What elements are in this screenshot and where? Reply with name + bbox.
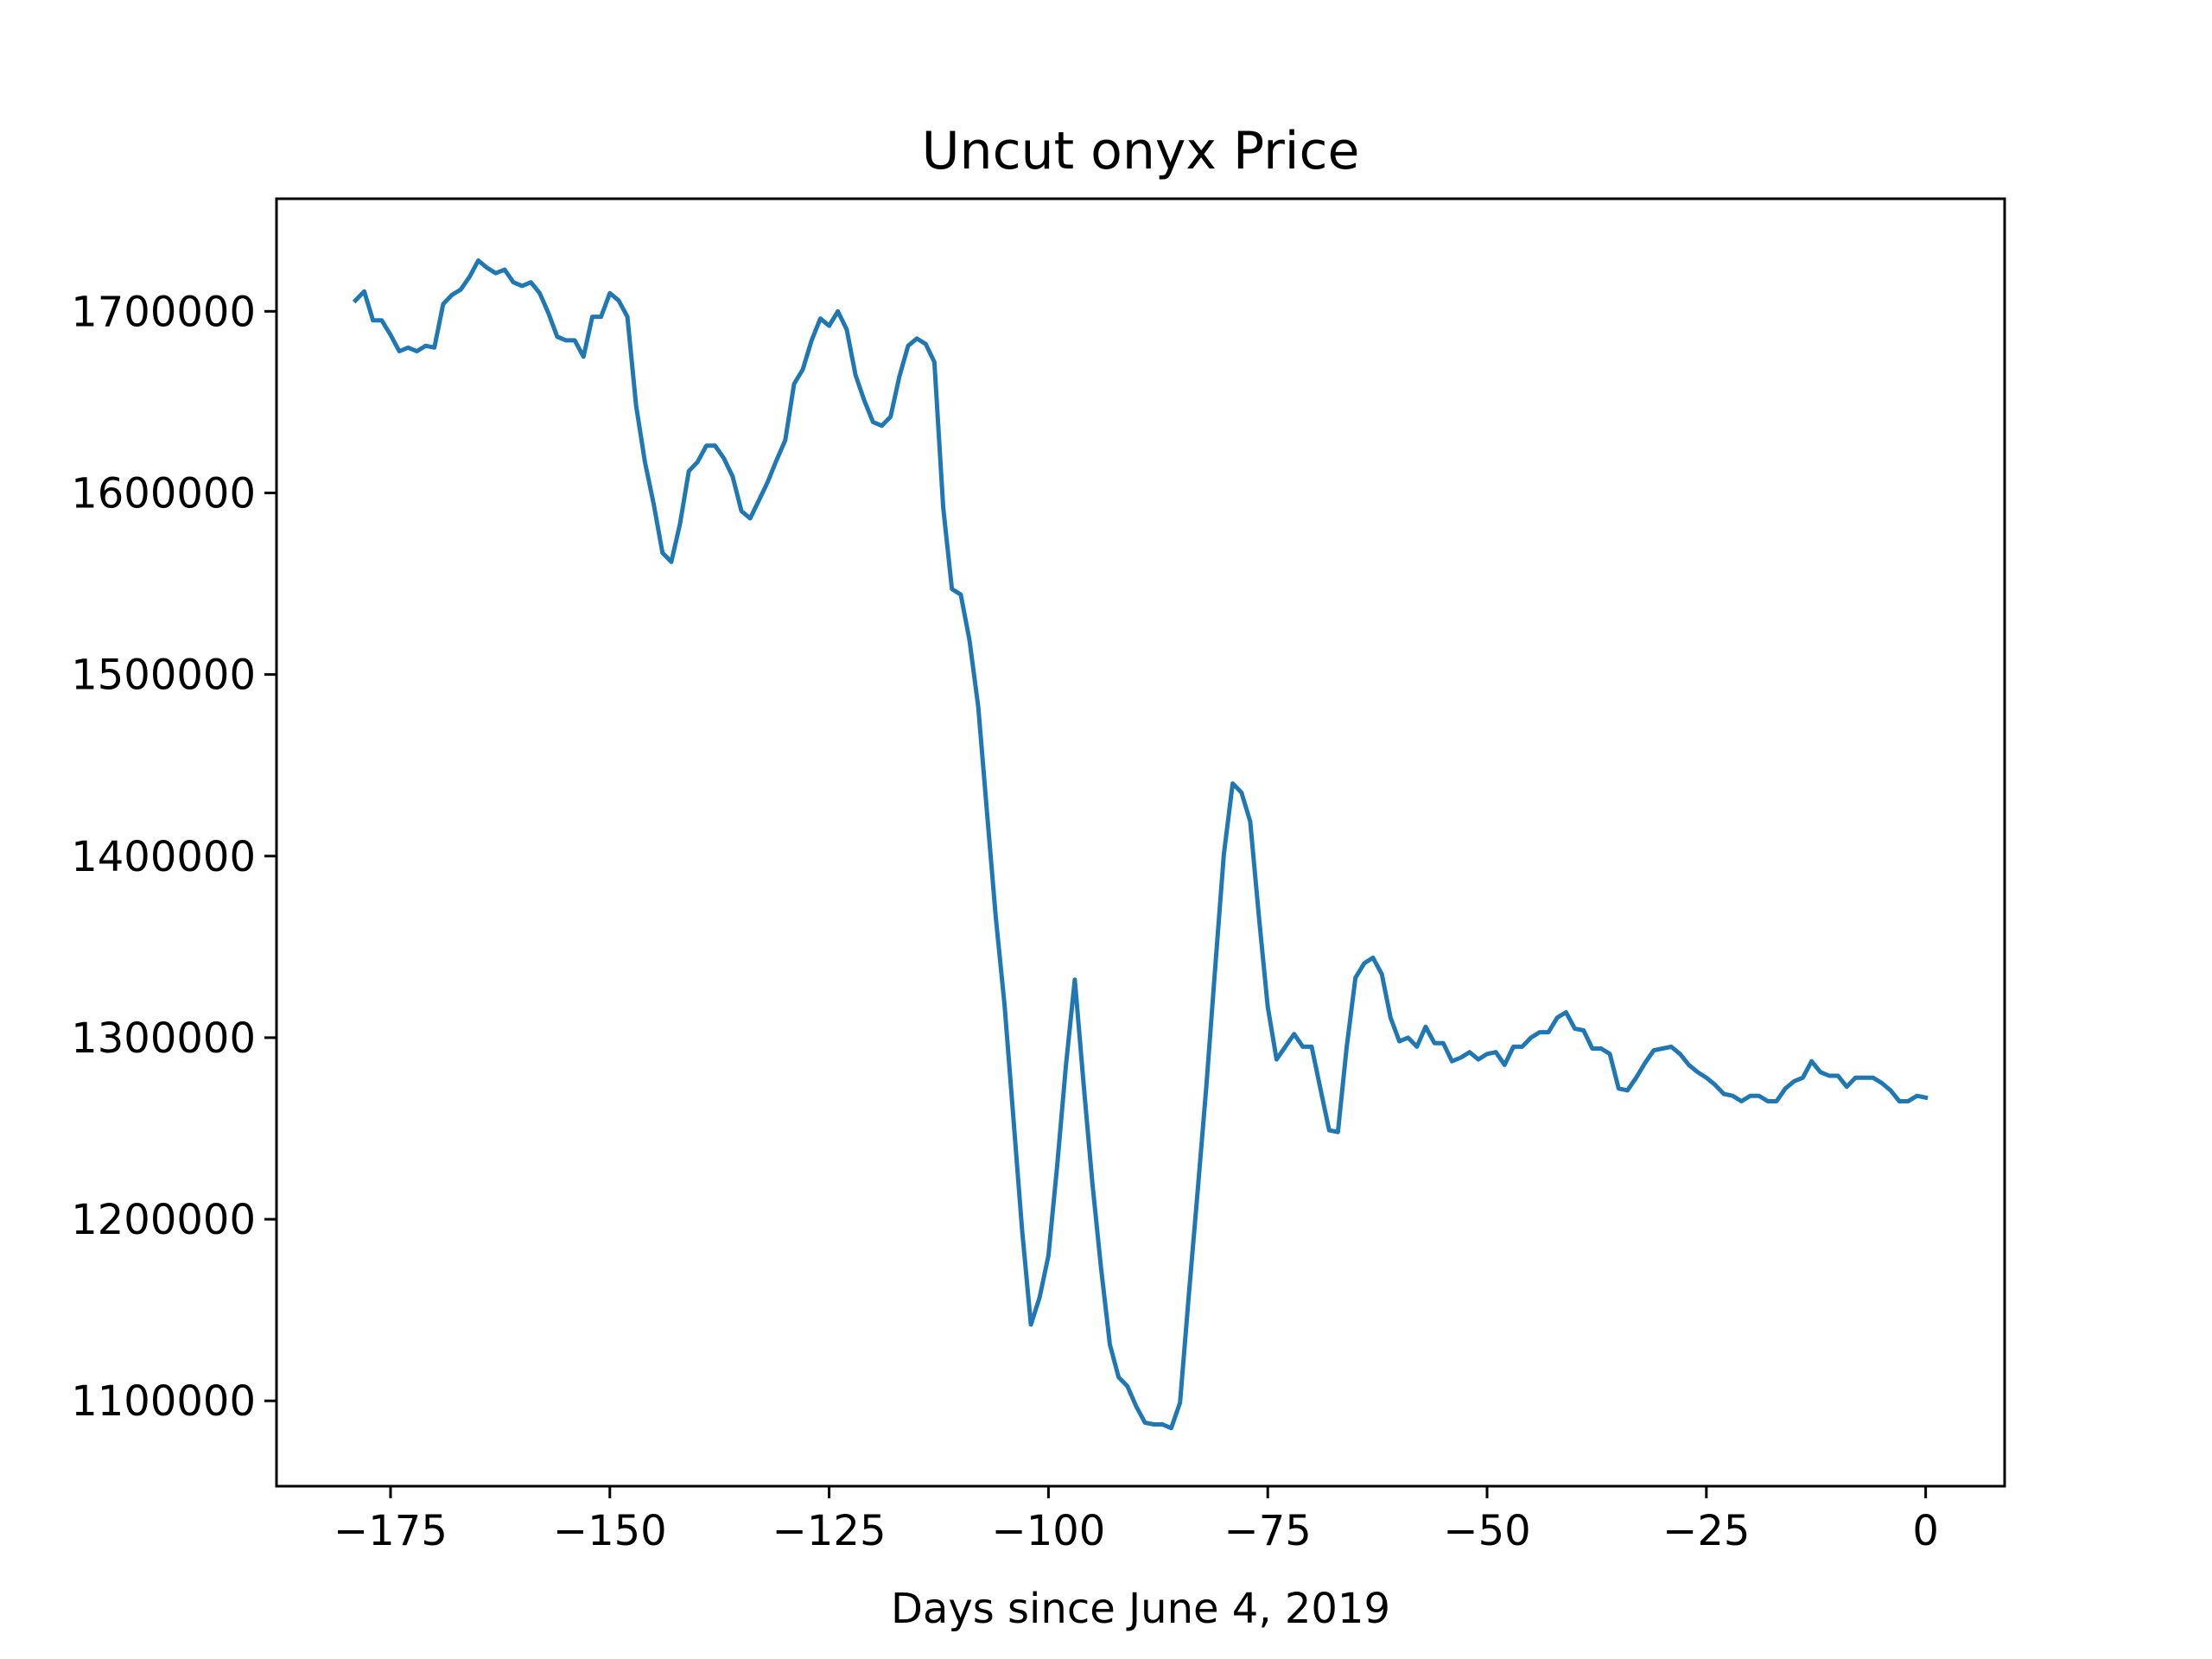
x-axis-label: Days since June 4, 2019	[891, 1585, 1390, 1633]
x-tick-label: −175	[334, 1507, 448, 1555]
y-tick-label: 1400000	[71, 833, 256, 881]
x-tick-label: 0	[1912, 1507, 1939, 1555]
x-axis: −175 −150 −125 −100 −75 −50 −25 0	[334, 1486, 1939, 1555]
plot-area	[352, 258, 1929, 1431]
y-tick-label: 1200000	[71, 1196, 256, 1244]
y-tick-label: 1600000	[71, 469, 256, 518]
x-tick-label: −25	[1662, 1507, 1750, 1555]
x-tick-label: −125	[772, 1507, 887, 1555]
x-tick-label: −100	[991, 1507, 1105, 1555]
y-axis: 1100000 1200000 1300000 1400000 1500000 16000…	[71, 288, 276, 1426]
y-tick-label: 1300000	[71, 1014, 256, 1063]
x-tick-label: −75	[1224, 1507, 1312, 1555]
chart-title: Uncut onyx Price	[922, 121, 1360, 181]
x-tick-label: −50	[1443, 1507, 1530, 1555]
y-tick-label: 1500000	[71, 652, 256, 700]
y-tick-label: 1700000	[71, 288, 256, 336]
x-tick-label: −150	[553, 1507, 667, 1555]
series-line-0	[352, 258, 1929, 1431]
y-tick-label: 1100000	[71, 1377, 256, 1426]
axes-frame	[275, 197, 2006, 1488]
